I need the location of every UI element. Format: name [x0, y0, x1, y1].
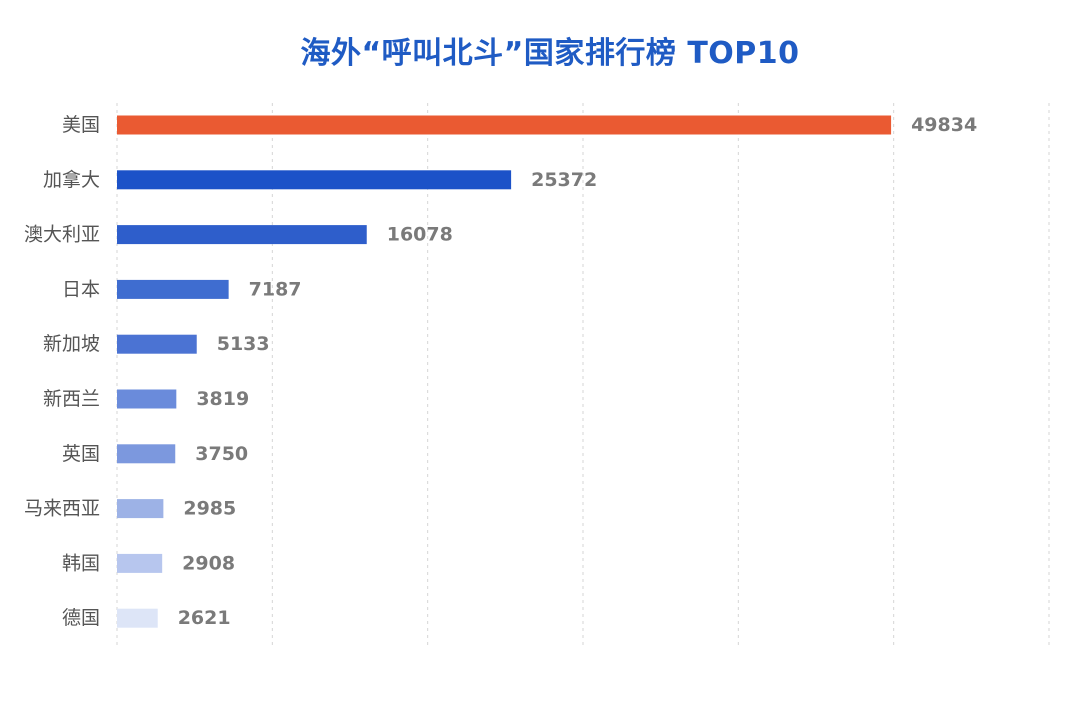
value-label: 49834: [911, 114, 977, 136]
category-label: 马来西亚: [24, 498, 100, 520]
value-label: 16078: [387, 224, 453, 246]
value-label: 2908: [182, 552, 235, 574]
category-label: 英国: [62, 443, 100, 465]
bar: [117, 225, 367, 245]
value-label: 25372: [531, 169, 597, 191]
bar: [117, 389, 177, 409]
category-label: 澳大利亚: [24, 224, 100, 246]
bar: [117, 279, 229, 299]
category-label: 新西兰: [43, 388, 100, 410]
value-label: 3819: [196, 388, 249, 410]
value-label: 2621: [178, 607, 231, 629]
labels-group: 美国 49834 加拿大 25372 澳大利亚 16078 日本 7187 新加坡 5133 新西兰…: [24, 114, 977, 629]
value-label: 5133: [217, 333, 270, 355]
category-label: 韩国: [62, 552, 100, 574]
bar: [117, 499, 164, 519]
bar: [117, 444, 176, 464]
bar: [117, 553, 163, 573]
bar: [117, 115, 892, 135]
value-label: 2985: [183, 498, 236, 520]
bars-group: [117, 115, 892, 628]
chart-title: 海外“呼叫北斗”国家排行榜 TOP10: [300, 36, 800, 71]
bar: [117, 608, 158, 628]
category-label: 加拿大: [43, 168, 100, 191]
value-label: 3750: [195, 443, 248, 465]
bar: [117, 170, 512, 190]
category-label: 日本: [62, 278, 100, 300]
category-label: 美国: [62, 114, 100, 136]
category-label: 新加坡: [43, 333, 100, 355]
value-label: 7187: [249, 278, 302, 300]
bar: [117, 334, 197, 354]
category-label: 德国: [62, 607, 100, 629]
